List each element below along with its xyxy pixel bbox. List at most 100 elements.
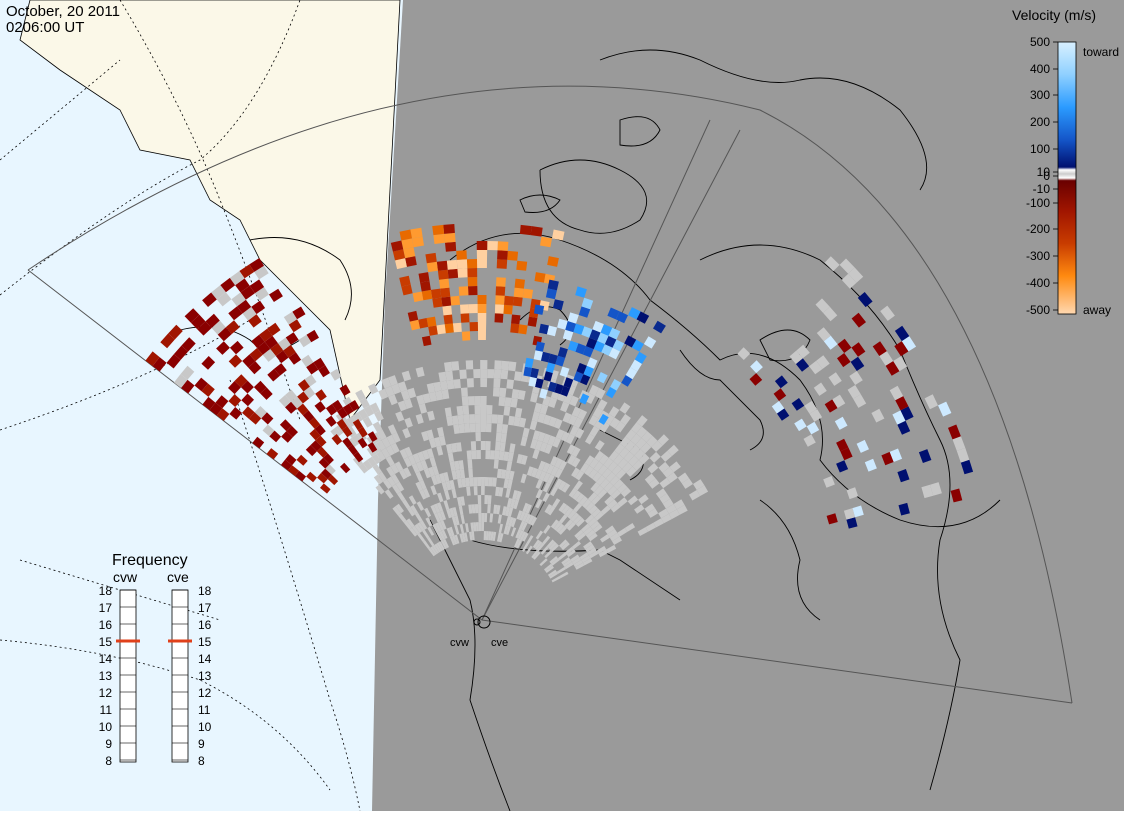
- radar-echo-cell: [377, 429, 387, 441]
- radar-echo-cell: [394, 461, 404, 472]
- radar-echo-cell: [314, 401, 326, 413]
- radar-echo-cell: [481, 522, 485, 531]
- radar-echo-cell: [545, 362, 556, 373]
- radar-echo-cell: [507, 250, 519, 261]
- radar-echo-cell: [537, 431, 546, 442]
- radar-echo-cell: [562, 412, 572, 423]
- frequency-scale-label: 16: [198, 618, 212, 632]
- radar-echo-cell: [871, 408, 885, 423]
- frequency-scale-label: 18: [99, 584, 113, 598]
- radar-echo-cell: [750, 360, 763, 374]
- radar-echo-cell: [550, 466, 559, 477]
- radar-echo-cell: [197, 321, 212, 336]
- radar-echo-cell: [422, 393, 431, 404]
- radar-echo-cell: [510, 398, 518, 408]
- radar-echo-cell: [555, 355, 566, 367]
- radar-echo-cell: [452, 322, 462, 333]
- radar-echo-cell: [584, 514, 595, 524]
- radar-echo-cell: [557, 552, 567, 561]
- radar-echo-cell: [480, 396, 487, 405]
- radar-echo-cell: [594, 485, 604, 496]
- radar-echo-cell: [508, 361, 517, 372]
- radar-echo-cell: [849, 371, 863, 385]
- radar-echo-cell: [613, 454, 624, 465]
- radar-echo-cell: [399, 448, 409, 460]
- radar-echo-cell: [430, 546, 438, 555]
- radar-echo-cell: [518, 324, 528, 335]
- radar-echo-cell: [606, 544, 617, 553]
- radar-echo-cell: [591, 508, 601, 518]
- radar-echo-cell: [498, 450, 505, 461]
- radar-echo-cell: [480, 441, 486, 450]
- radar-echo-cell: [401, 238, 414, 250]
- radar-echo-cell: [520, 436, 528, 447]
- radar-echo-cell: [535, 489, 543, 499]
- radar-echo-cell: [630, 359, 642, 372]
- radar-echo-cell: [494, 360, 502, 370]
- radar-echo-cell: [456, 496, 462, 507]
- radar-echo-cell: [571, 541, 581, 550]
- colorbar-tick-label: -200: [1026, 222, 1050, 236]
- radar-echo-cell: [544, 550, 553, 559]
- radar-echo-cell: [305, 445, 317, 457]
- radar-echo-cell: [514, 371, 523, 382]
- radar-echo-cell: [454, 515, 460, 526]
- radar-echo-cell: [624, 335, 637, 348]
- radar-echo-cell: [647, 462, 659, 474]
- radar-echo-cell: [398, 513, 407, 523]
- radar-echo-cell: [601, 468, 612, 479]
- radar-echo-cell: [555, 429, 565, 440]
- radar-echo-cell: [493, 459, 499, 469]
- radar-echo-cell: [457, 414, 465, 425]
- radar-echo-cell: [930, 482, 942, 496]
- radar-echo-cell: [533, 304, 545, 315]
- radar-echo-cell: [773, 388, 787, 401]
- radar-echo-cell: [403, 467, 412, 478]
- radar-echo-cell: [484, 513, 488, 523]
- radar-echo-cell: [395, 411, 405, 422]
- radar-echo-cell: [466, 486, 471, 496]
- radar-echo-cell: [422, 449, 430, 460]
- radar-echo-cell: [309, 428, 321, 441]
- radar-echo-cell: [173, 374, 188, 389]
- day-land-alaska: [19, 0, 401, 421]
- radar-echo-cell: [607, 307, 620, 320]
- radar-echo-cell: [519, 531, 527, 541]
- radar-echo-cell: [440, 540, 447, 550]
- colorbar-tick-label: 100: [1030, 142, 1050, 156]
- radar-echo-cell: [432, 465, 440, 476]
- radar-echo-cell: [241, 380, 254, 394]
- radar-echo-cell: [615, 468, 627, 480]
- radar-echo-cell: [545, 288, 557, 300]
- radar-echo-cell: [533, 551, 541, 560]
- radar-echo-cell: [581, 297, 594, 310]
- radar-echo-cell: [647, 508, 659, 518]
- radar-echo-cell: [607, 499, 618, 509]
- radar-echo-cell: [430, 288, 442, 299]
- radar-echo-cell: [900, 406, 914, 421]
- radar-echo-cell: [843, 508, 856, 520]
- radar-echo-cell: [404, 446, 413, 457]
- radar-echo-cell: [857, 292, 873, 308]
- radar-echo-cell: [318, 365, 330, 378]
- radar-echo-cell: [628, 455, 639, 467]
- radar-site-cve-marker: [477, 615, 491, 629]
- radar-echo-cell: [543, 371, 553, 382]
- radar-site-cvw-label: cvw: [450, 637, 469, 649]
- radar-echo-cell: [560, 385, 571, 397]
- radar-echo-cell: [571, 557, 582, 565]
- radar-echo-cell: [826, 513, 838, 525]
- radar-echo-cell: [499, 533, 504, 543]
- colorbar-ticks: 500400300200100100-10-100-200-300-400-50…: [1026, 35, 1058, 317]
- radar-echo-cell: [419, 479, 427, 490]
- radar-echo-cell: [550, 543, 559, 552]
- radar-echo-cell: [378, 388, 389, 400]
- radar-echo-cell: [494, 304, 504, 314]
- radar-echo-cell: [375, 484, 385, 495]
- radar-echo-cell: [527, 515, 535, 525]
- radar-echo-cell: [426, 261, 438, 273]
- radar-echo-cell: [895, 396, 909, 411]
- radar-echo-cell: [546, 325, 558, 337]
- radar-echo-cell: [607, 485, 618, 496]
